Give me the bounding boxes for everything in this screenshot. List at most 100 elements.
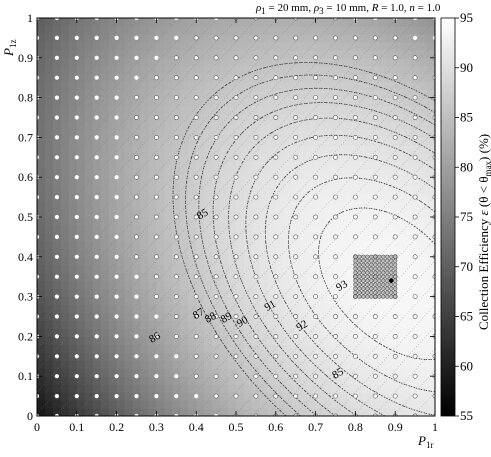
heatmap-cell [387, 376, 396, 385]
heatmap-cell [172, 145, 181, 154]
heatmap-cell [68, 25, 78, 35]
heatmap-cell [363, 185, 372, 194]
sample-point [293, 254, 299, 260]
heatmap-cell [267, 296, 277, 306]
heatmap-cell [44, 248, 54, 258]
heatmap-cell [124, 33, 134, 43]
heatmap-cell [100, 312, 110, 322]
heatmap-cell [331, 41, 341, 51]
heatmap-cell [196, 248, 205, 258]
heatmap-cell [124, 153, 134, 162]
heatmap-cell [204, 232, 213, 242]
heatmap-cell [395, 81, 404, 91]
heatmap-cell [267, 280, 277, 290]
heatmap-cell [347, 217, 356, 226]
heatmap-cell [196, 49, 205, 59]
heatmap-cell [259, 41, 269, 51]
heatmap-cell [403, 304, 412, 314]
heatmap-cell [267, 368, 277, 377]
heatmap-cell [339, 185, 349, 194]
dense-sample-point [377, 266, 382, 271]
y-tick-label: 0.5 [18, 210, 33, 224]
heatmap-cell [132, 169, 142, 178]
heatmap-cell [387, 185, 396, 194]
sample-point [253, 214, 259, 220]
heatmap-cell [212, 376, 221, 385]
heatmap-cell [52, 137, 62, 146]
heatmap-cell [76, 408, 86, 416]
heatmap-cell [92, 408, 102, 416]
heatmap-cell [347, 209, 356, 218]
sample-point [233, 333, 239, 339]
sample-point [313, 75, 318, 81]
heatmap-cell [395, 248, 404, 258]
sample-point [54, 354, 60, 359]
heatmap-cell [108, 264, 118, 274]
heatmap-cell [347, 81, 356, 91]
heatmap-cell [307, 209, 317, 218]
heatmap-cell [243, 232, 253, 242]
sample-point [392, 314, 398, 319]
dense-sample-point [353, 278, 358, 283]
heatmap-cell [44, 240, 54, 250]
heatmap-cell [379, 344, 388, 353]
heatmap-cell [180, 328, 189, 337]
heatmap-cell [299, 185, 309, 194]
dense-sample-point [381, 266, 386, 271]
heatmap-cell [419, 73, 428, 83]
heatmap-cell [188, 256, 197, 266]
heatmap-cell [124, 344, 134, 353]
sample-point [293, 115, 299, 120]
sample-point [153, 75, 159, 81]
sample-point [173, 294, 179, 299]
heatmap-cell [212, 320, 221, 330]
sample-point [372, 55, 378, 61]
heatmap-cell [68, 240, 78, 250]
heatmap-cell [331, 408, 341, 416]
heatmap-cell [403, 209, 412, 218]
sample-point [233, 134, 239, 140]
heatmap-cell [140, 320, 150, 330]
heatmap-cell [148, 97, 157, 107]
heatmap-cell [419, 217, 428, 226]
heatmap-cell [371, 145, 380, 154]
heatmap-cell [116, 280, 126, 290]
sample-point [313, 35, 318, 41]
heatmap-cell [180, 256, 189, 266]
heatmap-cell [243, 57, 253, 67]
heatmap-cell [188, 368, 197, 377]
heatmap-cell [236, 248, 245, 258]
dense-sample-point [373, 254, 378, 259]
heatmap-cell [331, 248, 341, 258]
heatmap-cell [172, 105, 181, 115]
heatmap-cell [379, 145, 388, 154]
heatmap-cell [92, 201, 102, 210]
sample-point [54, 115, 60, 120]
heatmap-cell [411, 256, 420, 266]
sample-point [193, 194, 199, 200]
heatmap-cell [108, 217, 118, 226]
heatmap-cell [84, 201, 94, 210]
heatmap-cell [180, 137, 189, 146]
heatmap-cell [339, 18, 349, 27]
heatmap-cell [68, 169, 78, 178]
heatmap-cell [236, 256, 245, 266]
heatmap-cell [323, 248, 333, 258]
heatmap-cell [379, 248, 388, 258]
heatmap-cell [92, 25, 102, 35]
heatmap-cell [132, 201, 142, 210]
heatmap-cell [84, 352, 94, 361]
heatmap-cell [172, 209, 181, 218]
heatmap-cell [387, 81, 396, 91]
heatmap-cell [315, 57, 325, 67]
heatmap-cell [307, 240, 317, 250]
heatmap-cell [347, 193, 356, 202]
heatmap-cell [108, 18, 118, 27]
heatmap-cell [307, 224, 317, 234]
dense-sample-point [353, 270, 358, 275]
heatmap-cell [419, 169, 428, 178]
heatmap-cell [355, 209, 364, 218]
sample-point [114, 254, 119, 259]
heatmap-cell [172, 89, 181, 99]
